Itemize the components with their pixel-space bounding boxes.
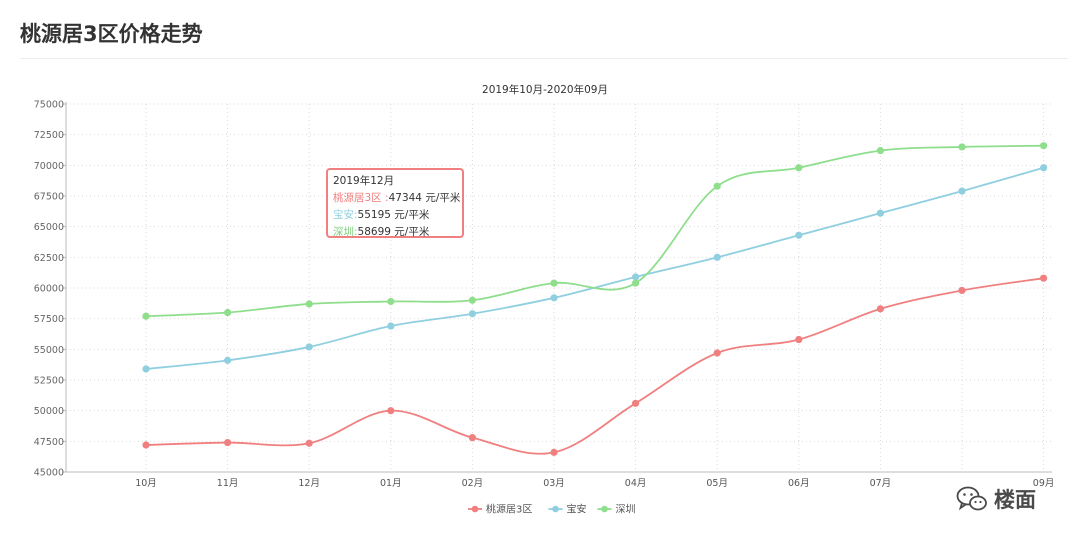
y-tick-label: 67500: [34, 192, 64, 203]
y-tick-label: 50000: [34, 406, 64, 417]
y-tick-label: 75000: [34, 100, 64, 111]
data-point: [550, 294, 558, 302]
data-point: [468, 310, 476, 318]
series-layer: [142, 142, 1048, 456]
watermark-text: 楼面: [994, 488, 1036, 512]
data-point: [387, 407, 395, 415]
x-tick-label: 01月: [380, 478, 402, 489]
x-tick-label: 07月: [870, 478, 892, 489]
data-point: [876, 305, 885, 313]
tooltip-value: 58699: [357, 226, 391, 238]
y-tick-label: 52500: [34, 376, 64, 387]
data-point: [958, 143, 966, 151]
y-tick-label: 65000: [34, 222, 64, 233]
tooltip-unit: 元/平米: [394, 209, 430, 221]
data-point: [305, 439, 313, 447]
series-line: [145, 144, 1044, 318]
data-point: [632, 279, 640, 287]
axis-layer: 45000 47500 50000 52500 55000 57500 60000 62500…: [34, 100, 1055, 490]
x-tick-label: 02月: [462, 478, 484, 489]
tooltip-unit: 元/平米: [394, 226, 430, 238]
series-line: [145, 166, 1044, 370]
data-point: [224, 308, 232, 317]
data-point: [958, 187, 966, 195]
data-point: [142, 312, 150, 320]
x-tick-label: 10月: [135, 478, 157, 489]
tooltip-row: 宝安:55195 元/平米: [333, 209, 430, 221]
data-point: [550, 448, 558, 456]
y-tick-label: 60000: [34, 284, 64, 295]
title-divider: [20, 58, 1068, 59]
data-point: [224, 356, 232, 364]
data-point: [876, 147, 885, 155]
data-point: [1040, 142, 1048, 150]
data-point: [632, 273, 640, 281]
tooltip-value: 55195: [357, 209, 391, 221]
data-point: [550, 279, 558, 287]
x-tick-label: 05月: [706, 478, 728, 489]
x-tick-label: 12月: [298, 478, 320, 489]
data-point: [795, 335, 803, 344]
data-point: [305, 343, 313, 351]
tooltip-series-name: 宝安: [333, 209, 354, 221]
x-tick-label: 06月: [788, 478, 810, 489]
data-point: [468, 434, 476, 442]
tooltip-title: 2019年12月: [333, 175, 395, 187]
chart-tooltip: 2019年12月 桃源居3区 :47344 元/平米 宝安:55195 元/平米…: [326, 168, 464, 238]
tooltip-row: 桃源居3区 :47344 元/平米: [333, 192, 461, 204]
data-point: [713, 253, 721, 261]
data-point: [387, 297, 395, 306]
y-tick-label: 72500: [34, 130, 64, 141]
tooltip-unit: 元/平米: [425, 192, 461, 204]
page-title: 桃源居3区价格走势: [20, 22, 203, 46]
tooltip-series-name: 桃源居3区: [333, 192, 382, 204]
wechat-icon: [956, 486, 987, 511]
data-point: [1040, 164, 1048, 172]
tooltip-value: 47344: [388, 192, 422, 204]
grid-layer: [66, 103, 1052, 472]
tooltip-row: 深圳:58699 元/平米: [333, 226, 430, 238]
y-tick-label: 55000: [34, 345, 64, 356]
watermark: 楼面: [956, 484, 1036, 514]
y-tick-label: 57500: [34, 314, 64, 325]
data-point: [795, 231, 803, 239]
x-tick-label: 03月: [543, 478, 565, 489]
y-tick-label: 45000: [34, 468, 64, 479]
data-point: [1040, 274, 1048, 282]
x-tick-label: 04月: [625, 478, 647, 489]
chart-title: 2019年10月-2020年09月: [482, 83, 608, 96]
data-point: [305, 300, 313, 308]
series-line: [145, 277, 1044, 455]
legend-label: 深圳: [616, 504, 636, 516]
data-point: [142, 441, 150, 449]
data-point: [958, 286, 966, 295]
data-point: [142, 365, 150, 373]
x-tick-label: 09月: [1033, 478, 1055, 489]
x-tick-label: 11月: [217, 478, 239, 489]
y-tick-label: 62500: [34, 253, 64, 264]
legend-label: 桃源居3区: [486, 503, 532, 516]
tooltip-series-name: 深圳: [333, 226, 354, 238]
legend-label: 宝安: [567, 503, 587, 516]
data-point: [713, 349, 721, 357]
legend: 桃源居3区 宝安 深圳: [468, 503, 636, 516]
y-tick-label: 70000: [34, 161, 64, 172]
data-point: [713, 182, 721, 190]
data-point: [632, 399, 640, 407]
data-point: [387, 322, 395, 330]
data-point: [876, 209, 885, 217]
legend-marker: [471, 505, 479, 513]
legend-marker: [552, 505, 559, 513]
data-point: [224, 438, 232, 447]
y-tick-label: 47500: [34, 437, 64, 448]
data-point: [468, 296, 476, 304]
data-point: [795, 164, 803, 172]
legend-marker: [601, 505, 608, 513]
